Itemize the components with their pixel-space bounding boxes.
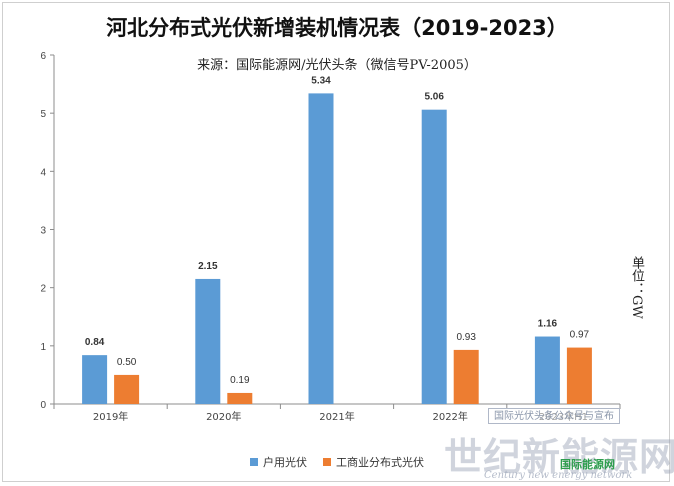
legend-swatch-household — [250, 458, 258, 466]
data-label: 1.16 — [538, 319, 558, 330]
data-label: 5.06 — [424, 92, 444, 103]
watermark-en: Century new energy network — [484, 470, 633, 481]
legend-label-household: 户用光伏 — [263, 457, 307, 469]
y-tick-label: 2 — [40, 284, 46, 295]
legend-item-household: 户用光伏 — [250, 454, 307, 470]
bar-commercial — [566, 347, 592, 404]
data-label: 0.93 — [456, 332, 476, 343]
watermark-box: 国际光伏头条公众号与宣布 — [488, 408, 620, 424]
y-tick-label: 1 — [40, 342, 46, 353]
chart-subtitle: 来源：国际能源网/光伏头条（微信号PV-2005） — [197, 58, 477, 73]
bar-household — [82, 355, 108, 404]
data-label: 0.84 — [85, 337, 105, 348]
data-label: 5.34 — [311, 75, 331, 86]
bar-commercial — [453, 349, 479, 404]
y-tick-label: 0 — [40, 400, 46, 411]
chart-frame — [2, 2, 670, 482]
y-tick-label: 5 — [40, 109, 46, 120]
legend-item-commercial: 工商业分布式光伏 — [323, 454, 424, 470]
data-label: 2.15 — [198, 261, 218, 272]
data-label: 0.97 — [570, 330, 590, 341]
bar-household — [534, 336, 560, 404]
bar-household — [308, 93, 334, 404]
x-tick-label: 2022年 — [432, 410, 467, 423]
bar-household — [195, 278, 221, 404]
legend-label-commercial: 工商业分布式光伏 — [336, 457, 424, 469]
y-tick-label: 4 — [40, 167, 46, 178]
x-tick-label: 2021年 — [319, 410, 354, 423]
data-label: 0.19 — [230, 375, 250, 386]
legend: 户用光伏 工商业分布式光伏 — [0, 454, 674, 470]
chart-title: 河北分布式光伏新增装机情况表（2019-2023） — [106, 16, 568, 40]
bar-household — [421, 109, 447, 404]
y-tick-label: 3 — [40, 226, 46, 237]
watermark-badge: 国际能源网 — [560, 459, 615, 471]
unit-label: 单位：GW — [629, 256, 644, 319]
x-tick-label: 2020年 — [206, 410, 241, 423]
bar-commercial — [114, 374, 140, 404]
data-label: 0.50 — [117, 357, 137, 368]
x-tick-label: 2019年 — [93, 410, 128, 423]
bar-commercial — [227, 392, 253, 404]
y-tick-label: 6 — [40, 51, 46, 62]
legend-swatch-commercial — [323, 458, 331, 466]
watermark-cn: 世纪新能源网 — [444, 434, 674, 479]
